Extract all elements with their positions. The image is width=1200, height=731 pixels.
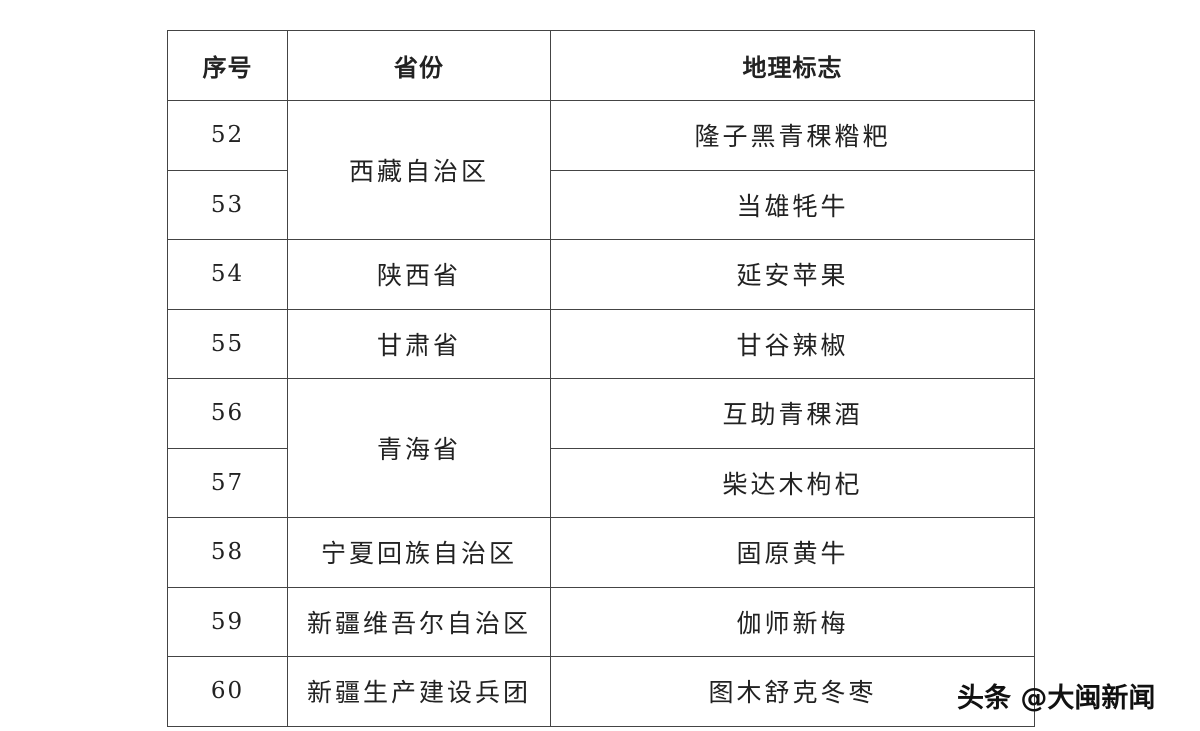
row-gi: 当雄牦牛 <box>550 169 1035 240</box>
row-number: 54 <box>167 239 288 310</box>
row-province: 青海省 <box>287 378 551 518</box>
row-province: 新疆维吾尔自治区 <box>287 586 551 657</box>
row-number: 56 <box>167 378 288 449</box>
row-gi: 伽师新梅 <box>550 586 1035 657</box>
header-gi: 地理标志 <box>550 30 1035 101</box>
table-row: 53 当雄牦牛 <box>167 169 1035 240</box>
row-number: 60 <box>167 656 288 727</box>
row-province: 宁夏回族自治区 <box>287 517 551 588</box>
table-header-row: 序号 省份 地理标志 <box>167 30 1035 101</box>
row-gi: 甘谷辣椒 <box>550 308 1035 379</box>
row-province: 陕西省 <box>287 239 551 310</box>
watermark: 头条 @大闽新闻 <box>957 683 1156 714</box>
header-province: 省份 <box>287 30 551 101</box>
table-row: 52 西藏自治区 隆子黑青稞糌粑 <box>167 100 1035 240</box>
row-gi: 固原黄牛 <box>550 517 1035 588</box>
row-gi: 图木舒克冬枣 <box>550 656 1035 727</box>
row-gi: 隆子黑青稞糌粑 <box>550 100 1035 171</box>
row-number: 58 <box>167 517 288 588</box>
row-province: 西藏自治区 <box>287 100 551 240</box>
geographical-indication-table: 序号 省份 地理标志 52 西藏自治区 隆子黑青稞糌粑 53 当雄牦牛 54 陕… <box>167 30 1035 727</box>
row-number: 59 <box>167 586 288 657</box>
row-number: 52 <box>167 100 288 171</box>
row-gi: 延安苹果 <box>550 239 1035 310</box>
header-number: 序号 <box>167 30 288 101</box>
row-province: 新疆生产建设兵团 <box>287 656 551 727</box>
table-row: 55 甘肃省 甘谷辣椒 <box>167 308 1035 379</box>
table-row: 60 新疆生产建设兵团 图木舒克冬枣 <box>167 656 1035 727</box>
table-row: 58 宁夏回族自治区 固原黄牛 <box>167 517 1035 588</box>
table-row: 54 陕西省 延安苹果 <box>167 239 1035 310</box>
table-row: 59 新疆维吾尔自治区 伽师新梅 <box>167 586 1035 657</box>
row-gi: 互助青稞酒 <box>550 378 1035 449</box>
table-row: 56 青海省 互助青稞酒 <box>167 378 1035 518</box>
row-number: 53 <box>167 169 288 240</box>
row-number: 55 <box>167 308 288 379</box>
row-gi: 柴达木枸杞 <box>550 447 1035 518</box>
row-number: 57 <box>167 447 288 518</box>
row-province: 甘肃省 <box>287 308 551 379</box>
